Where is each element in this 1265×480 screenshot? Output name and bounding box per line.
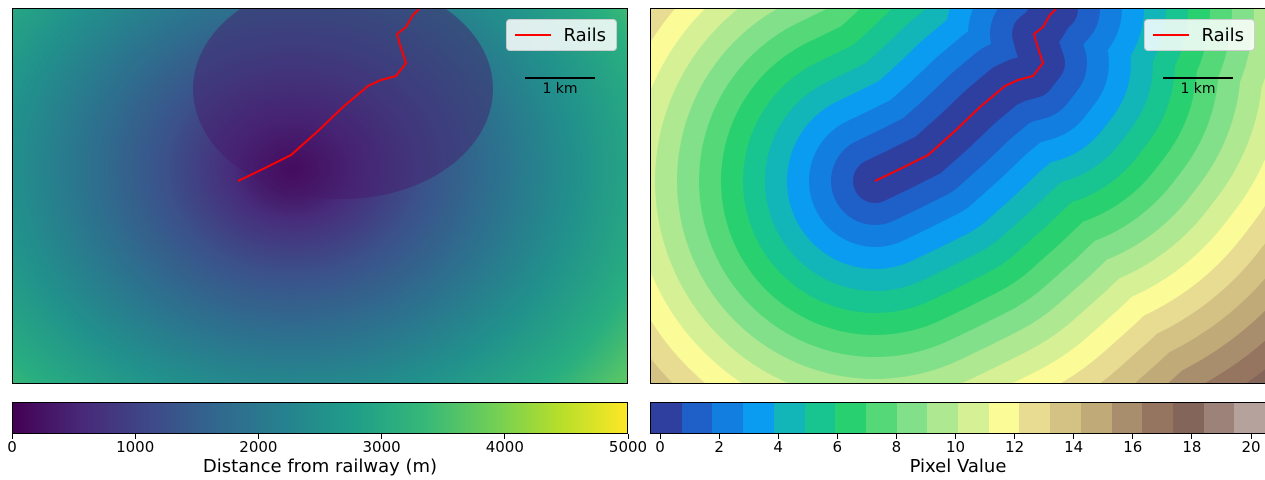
colorbar-tick-label: 6 <box>832 438 843 456</box>
colorbar-class-swatch <box>865 403 897 433</box>
colorbar-tick-label: 3000 <box>362 438 401 456</box>
legend: Rails <box>1144 19 1255 51</box>
distance-colorbar-label: Distance from railway (m) <box>202 456 438 477</box>
colorbar-class-swatch <box>712 403 744 433</box>
legend-rails-label: Rails <box>1201 24 1244 46</box>
colorbar-tick-label: 14 <box>1064 438 1084 456</box>
pixel-value-map-panel: Rails 1 km <box>650 8 1265 384</box>
colorbar-tick-label: 1000 <box>116 438 155 456</box>
colorbar-tick-label: 2 <box>714 438 724 456</box>
distance-colorbar <box>12 402 628 434</box>
colorbar-tick-label: 12 <box>1005 438 1025 456</box>
distance-heatmap <box>13 9 627 383</box>
colorbar-class-swatch <box>804 403 836 433</box>
colorbar-tick <box>718 434 720 439</box>
distance-class-bands <box>651 9 1265 383</box>
scale-bar: 1 km <box>525 77 595 97</box>
scale-bar-label: 1 km <box>542 81 578 97</box>
colorbar-tick-label: 20 <box>1241 438 1261 456</box>
colorbar-tick <box>1014 434 1016 439</box>
rails-line <box>237 9 420 182</box>
colorbar-tick-label: 18 <box>1182 438 1202 456</box>
scale-bar-label: 1 km <box>1180 81 1216 97</box>
scale-bar-line <box>525 77 595 79</box>
colorbar-class-swatch <box>958 403 989 433</box>
colorbar-tick <box>504 434 506 439</box>
colorbar-class-swatch <box>743 403 774 433</box>
pixel-value-map <box>651 9 1265 383</box>
colorbar-class-swatch <box>988 403 1020 433</box>
colorbar-tick <box>1132 434 1134 439</box>
colorbar-class-swatch <box>835 403 866 433</box>
scale-bar-line <box>1163 77 1233 79</box>
scale-bar: 1 km <box>1163 77 1233 97</box>
colorbar-tick-label: 4000 <box>485 438 524 456</box>
colorbar-class-swatch <box>1050 403 1081 433</box>
distance-map-panel: Rails 1 km <box>12 8 628 384</box>
colorbar-tick-label: 10 <box>945 438 966 456</box>
colorbar-tick-label: 4 <box>773 438 783 456</box>
colorbar-class-swatch <box>1234 403 1265 433</box>
colorbar-tick <box>895 434 897 439</box>
colorbar-tick <box>836 434 838 439</box>
colorbar-tick-label: 16 <box>1123 438 1143 456</box>
colorbar-tick <box>134 434 136 439</box>
colorbar-tick <box>659 434 661 439</box>
rails-line <box>874 9 1057 182</box>
colorbar-tick-label: 2000 <box>239 438 278 456</box>
colorbar-class-swatch <box>773 403 805 433</box>
colorbar-tick-label: 8 <box>891 438 902 456</box>
colorbar-class-swatch <box>896 403 928 433</box>
colorbar-class-swatch <box>1019 403 1051 433</box>
legend-rails-swatch <box>1153 34 1190 36</box>
colorbar-tick <box>1073 434 1075 439</box>
legend-rails-swatch <box>515 34 552 36</box>
colorbar-class-swatch <box>1080 403 1112 433</box>
colorbar-tick <box>627 434 629 439</box>
colorbar-tick <box>381 434 383 439</box>
colorbar-class-swatch <box>1203 403 1235 433</box>
colorbar-class-swatch <box>651 403 682 433</box>
colorbar-tick <box>955 434 956 439</box>
colorbar-tick <box>777 434 779 439</box>
legend-rails-label: Rails <box>563 24 606 46</box>
colorbar-tick <box>257 434 259 439</box>
colorbar-tick <box>1191 434 1193 439</box>
colorbar-tick <box>1250 434 1252 439</box>
colorbar-tick-label: 0 <box>7 438 17 456</box>
colorbar-tick <box>11 434 13 439</box>
colorbar-class-swatch <box>1172 403 1204 433</box>
colorbar-class-swatch <box>1142 403 1173 433</box>
colorbar-class-swatch <box>1111 403 1143 433</box>
legend: Rails <box>506 19 617 51</box>
colorbar-tick-label: 0 <box>655 438 665 456</box>
pixel-value-colorbar-label: Pixel Value <box>909 456 1007 477</box>
pixel-value-colorbar <box>650 402 1265 434</box>
colorbar-class-swatch <box>681 403 713 433</box>
colorbar-tick-label: 5000 <box>608 438 648 456</box>
colorbar-class-swatch <box>927 403 959 433</box>
